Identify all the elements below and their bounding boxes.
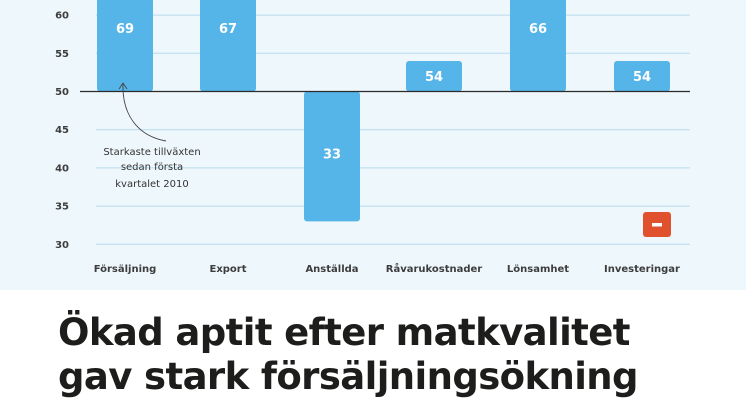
headline: Ökad aptit efter matkvalitet gav stark f… <box>58 311 639 399</box>
category-label: Försäljning <box>94 264 157 275</box>
category-label: Investeringar <box>604 264 680 275</box>
annotation-arrowhead <box>118 82 128 90</box>
annotation-pointer <box>122 83 167 142</box>
bar <box>510 0 566 92</box>
bar <box>406 60 462 92</box>
bar-value-label: 33 <box>323 147 341 162</box>
category-label: Anställda <box>305 264 358 275</box>
bar <box>614 60 670 92</box>
chart-panel: 30 35 40 45 50 55 60 69 Försäljning 67 Export 33 Ans… <box>0 0 746 290</box>
bar-value-label: 66 <box>529 22 547 37</box>
bar-value-label: 67 <box>219 22 237 37</box>
annotation-text: Starkaste tillväxten <box>103 147 200 158</box>
bar <box>97 0 153 92</box>
annotation-text: sedan första <box>121 162 183 173</box>
category-label: Lönsamhet <box>507 264 569 275</box>
bar <box>304 91 360 222</box>
y-tick-label: 45 <box>55 125 69 136</box>
bar-value-label: 54 <box>425 70 443 85</box>
y-tick-label: 60 <box>55 11 69 22</box>
category-label: Export <box>209 264 246 275</box>
annotation-text: kvartalet 2010 <box>115 179 188 190</box>
y-tick-label: 30 <box>55 240 69 251</box>
y-tick-label: 50 <box>55 87 69 98</box>
headline-line-1: Ökad aptit efter matkvalitet <box>58 311 630 354</box>
bar <box>200 0 256 92</box>
bar-value-label: 69 <box>116 22 134 37</box>
bar-value-label: 54 <box>633 70 651 85</box>
category-label: Råvarukostnader <box>386 262 483 275</box>
headline-line-2: gav stark försäljningsökning <box>58 355 639 398</box>
y-tick-label: 35 <box>55 202 69 213</box>
y-tick-label: 40 <box>55 163 69 174</box>
bar-chart: 30 35 40 45 50 55 60 69 Försäljning 67 Export 33 Ans… <box>55 0 690 275</box>
minus-icon <box>652 223 662 227</box>
y-tick-label: 55 <box>55 49 69 60</box>
